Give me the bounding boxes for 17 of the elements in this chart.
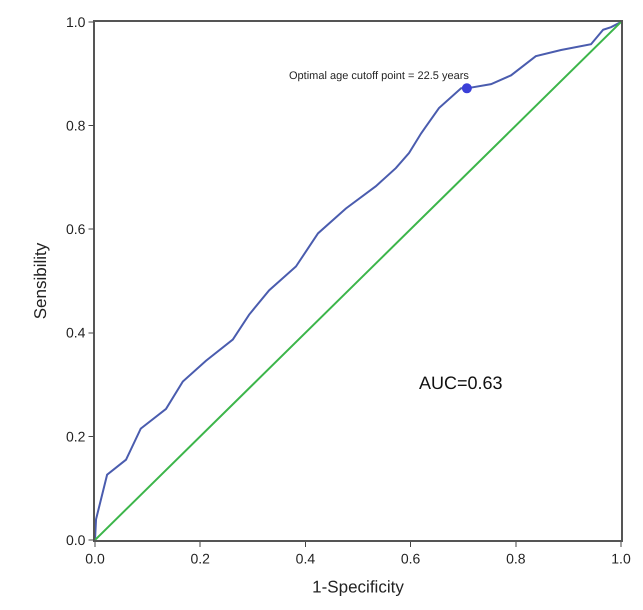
x-tick-label: 1.0	[611, 550, 631, 567]
line-series	[95, 22, 621, 540]
y-tick-label: 0.2	[66, 428, 86, 444]
y-tick-label: 0.6	[66, 221, 86, 238]
x-tick-label: 0.8	[506, 550, 526, 567]
x-axis-title: 1-Specificity	[312, 577, 404, 596]
y-tick-label: 0.0	[66, 532, 86, 548]
y-tick-label: 0.8	[66, 118, 86, 134]
annotation: Optimal age cutoff point = 22.5 years	[289, 70, 470, 82]
annotation: AUC=0.63	[419, 373, 503, 393]
x-tick-label: 0.2	[190, 550, 210, 567]
x-tick-label: 0.0	[85, 550, 105, 567]
x-tick-label: 0.6	[400, 550, 421, 567]
y-axis-title: Sensibility	[31, 242, 50, 320]
y-tick-label: 1.0	[66, 14, 86, 30]
y-tick-label: 0.4	[66, 324, 86, 341]
x-tick-label: 0.4	[296, 550, 316, 567]
